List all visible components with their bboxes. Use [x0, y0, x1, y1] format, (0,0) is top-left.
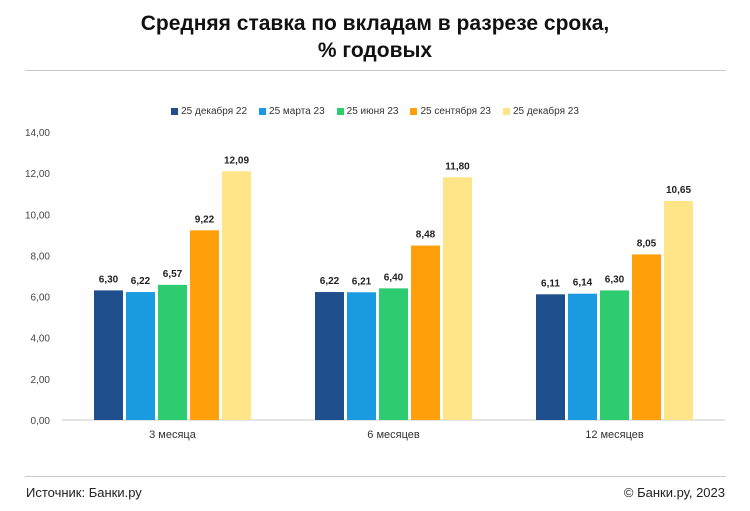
- bar: [190, 230, 219, 420]
- bar: [536, 294, 565, 420]
- chart-legend: 25 декабря 22 25 марта 23 25 июня 23 25 сен…: [0, 106, 750, 117]
- x-category-label: 6 месяцев: [367, 429, 420, 441]
- legend-label-0: 25 декабря 22: [181, 106, 248, 117]
- data-label: 10,65: [666, 185, 691, 196]
- y-tick-label: 10,00: [25, 210, 50, 221]
- legend-swatch-4: [502, 108, 510, 115]
- top-divider: [25, 70, 726, 71]
- bar: [632, 254, 661, 420]
- legend-swatch-1: [259, 108, 267, 115]
- data-label: 12,09: [224, 155, 249, 166]
- data-label: 6,14: [573, 278, 593, 289]
- bar: [222, 171, 251, 420]
- y-tick-label: 2,00: [31, 375, 51, 386]
- bar: [411, 245, 440, 420]
- bar: [94, 290, 123, 420]
- data-label: 6,40: [384, 272, 404, 283]
- bar: [315, 292, 344, 420]
- data-label: 6,11: [541, 278, 560, 289]
- bottom-divider: [25, 476, 726, 477]
- legend-swatch-2: [336, 108, 344, 115]
- y-tick-label: 14,00: [25, 128, 50, 139]
- bar: [600, 290, 629, 420]
- source-note: Источник: Банки.ру: [26, 485, 142, 500]
- bar: [379, 288, 408, 420]
- legend-label-4: 25 декабря 23: [512, 106, 579, 117]
- data-label: 6,22: [131, 276, 151, 287]
- x-category-label: 12 месяцев: [585, 429, 644, 441]
- bar: [126, 292, 155, 420]
- data-label: 6,57: [163, 269, 183, 280]
- data-label: 6,30: [99, 274, 119, 285]
- y-tick-label: 0,00: [31, 416, 51, 427]
- bar: [347, 292, 376, 420]
- chart-title: Средняя ставка по вкладам в разрезе срок…: [0, 10, 750, 64]
- legend-swatch-3: [410, 108, 418, 115]
- legend-swatch-0: [171, 108, 179, 115]
- y-tick-label: 8,00: [31, 251, 51, 262]
- legend-item-4: 25 декабря 23: [502, 106, 579, 117]
- legend-item-0: 25 декабря 22: [171, 106, 247, 117]
- data-label: 8,05: [637, 238, 657, 249]
- bar: [158, 284, 187, 420]
- legend-label-1: 25 марта 23: [269, 106, 325, 117]
- legend-item-1: 25 марта 23: [259, 106, 325, 117]
- y-tick-label: 12,00: [25, 169, 50, 180]
- bar: [664, 200, 693, 420]
- bar: [568, 293, 597, 420]
- legend-label-3: 25 сентября 23: [420, 106, 491, 117]
- data-label: 6,21: [352, 276, 372, 287]
- data-label: 6,22: [320, 276, 340, 287]
- x-category-label: 3 месяца: [149, 429, 197, 441]
- legend-label-2: 25 июня 23: [346, 106, 399, 117]
- data-label: 8,48: [416, 230, 436, 241]
- legend-item-3: 25 сентября 23: [410, 106, 491, 117]
- chart-title-line1: Средняя ставка по вкладам в разрезе срок…: [140, 12, 610, 35]
- y-tick-label: 6,00: [31, 293, 51, 304]
- y-tick-label: 4,00: [31, 334, 51, 345]
- bar: [443, 177, 472, 420]
- legend-item-2: 25 июня 23: [336, 106, 399, 117]
- copyright-note: © Банки.ру, 2023: [623, 485, 725, 500]
- data-label: 9,22: [195, 214, 215, 225]
- chart-title-line2: % годовых: [317, 39, 433, 62]
- data-label: 11,80: [445, 161, 470, 172]
- data-label: 6,30: [605, 274, 625, 285]
